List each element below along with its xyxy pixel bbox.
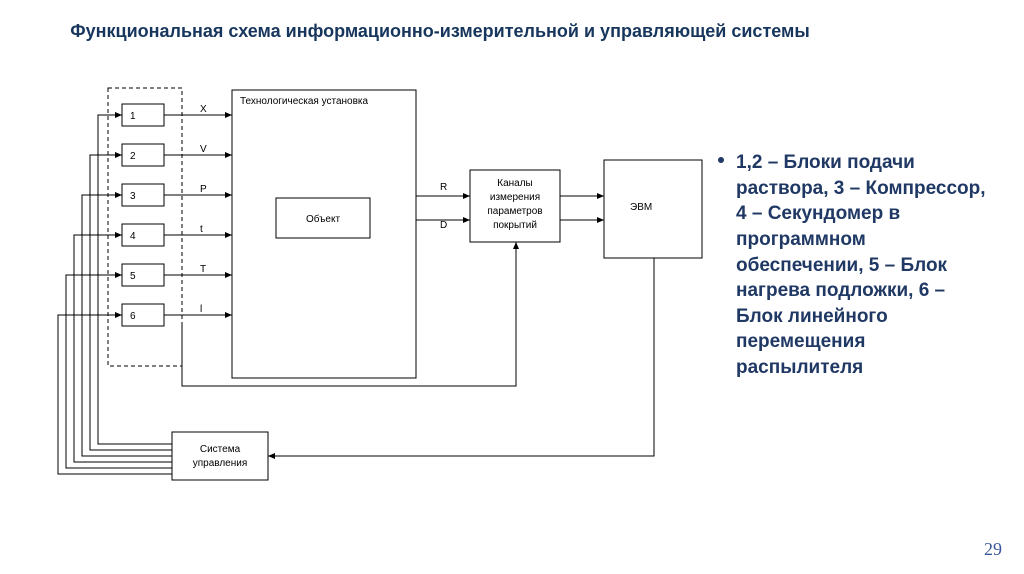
block-1 bbox=[122, 104, 164, 126]
svg-text:покрытий: покрытий bbox=[493, 220, 537, 231]
block-4 bbox=[122, 224, 164, 246]
signal-label-X: X bbox=[200, 104, 207, 115]
svg-text:измерения: измерения bbox=[490, 192, 540, 203]
block-3 bbox=[122, 184, 164, 206]
signal-label-R: R bbox=[440, 182, 447, 193]
svg-text:Система: Система bbox=[200, 444, 241, 455]
signal-label-t: t bbox=[200, 224, 203, 235]
svg-text:Объект: Объект bbox=[306, 213, 340, 225]
routed-arrow bbox=[268, 258, 654, 456]
dashed-group bbox=[108, 88, 182, 366]
svg-text:3: 3 bbox=[130, 191, 136, 202]
routed-arrow bbox=[74, 235, 172, 462]
block-2 bbox=[122, 144, 164, 166]
svg-text:5: 5 bbox=[130, 271, 136, 282]
functional-diagram: 1 2 3 4 5 6 Технологическая установка Объект Кан… bbox=[0, 0, 1024, 574]
signal-label-l: l bbox=[200, 304, 202, 315]
svg-text:Технологическая установка: Технологическая установка bbox=[240, 96, 369, 107]
svg-text:Каналы: Каналы bbox=[497, 178, 533, 189]
tech-unit bbox=[232, 90, 416, 378]
block-5 bbox=[122, 264, 164, 286]
signal-label-V: V bbox=[200, 144, 207, 155]
signal-label-P: P bbox=[200, 184, 207, 195]
block-6 bbox=[122, 304, 164, 326]
control-system-block bbox=[172, 432, 268, 480]
svg-text:4: 4 bbox=[130, 231, 136, 242]
svg-text:управления: управления bbox=[193, 458, 248, 469]
svg-text:6: 6 bbox=[130, 311, 136, 322]
svg-text:1: 1 bbox=[130, 111, 136, 122]
evm-block bbox=[604, 160, 702, 258]
svg-text:2: 2 bbox=[130, 151, 136, 162]
svg-text:параметров: параметров bbox=[487, 206, 542, 217]
signal-label-T: T bbox=[200, 264, 206, 275]
svg-text:ЭВМ: ЭВМ bbox=[630, 202, 652, 213]
signal-label-D: D bbox=[440, 220, 447, 231]
